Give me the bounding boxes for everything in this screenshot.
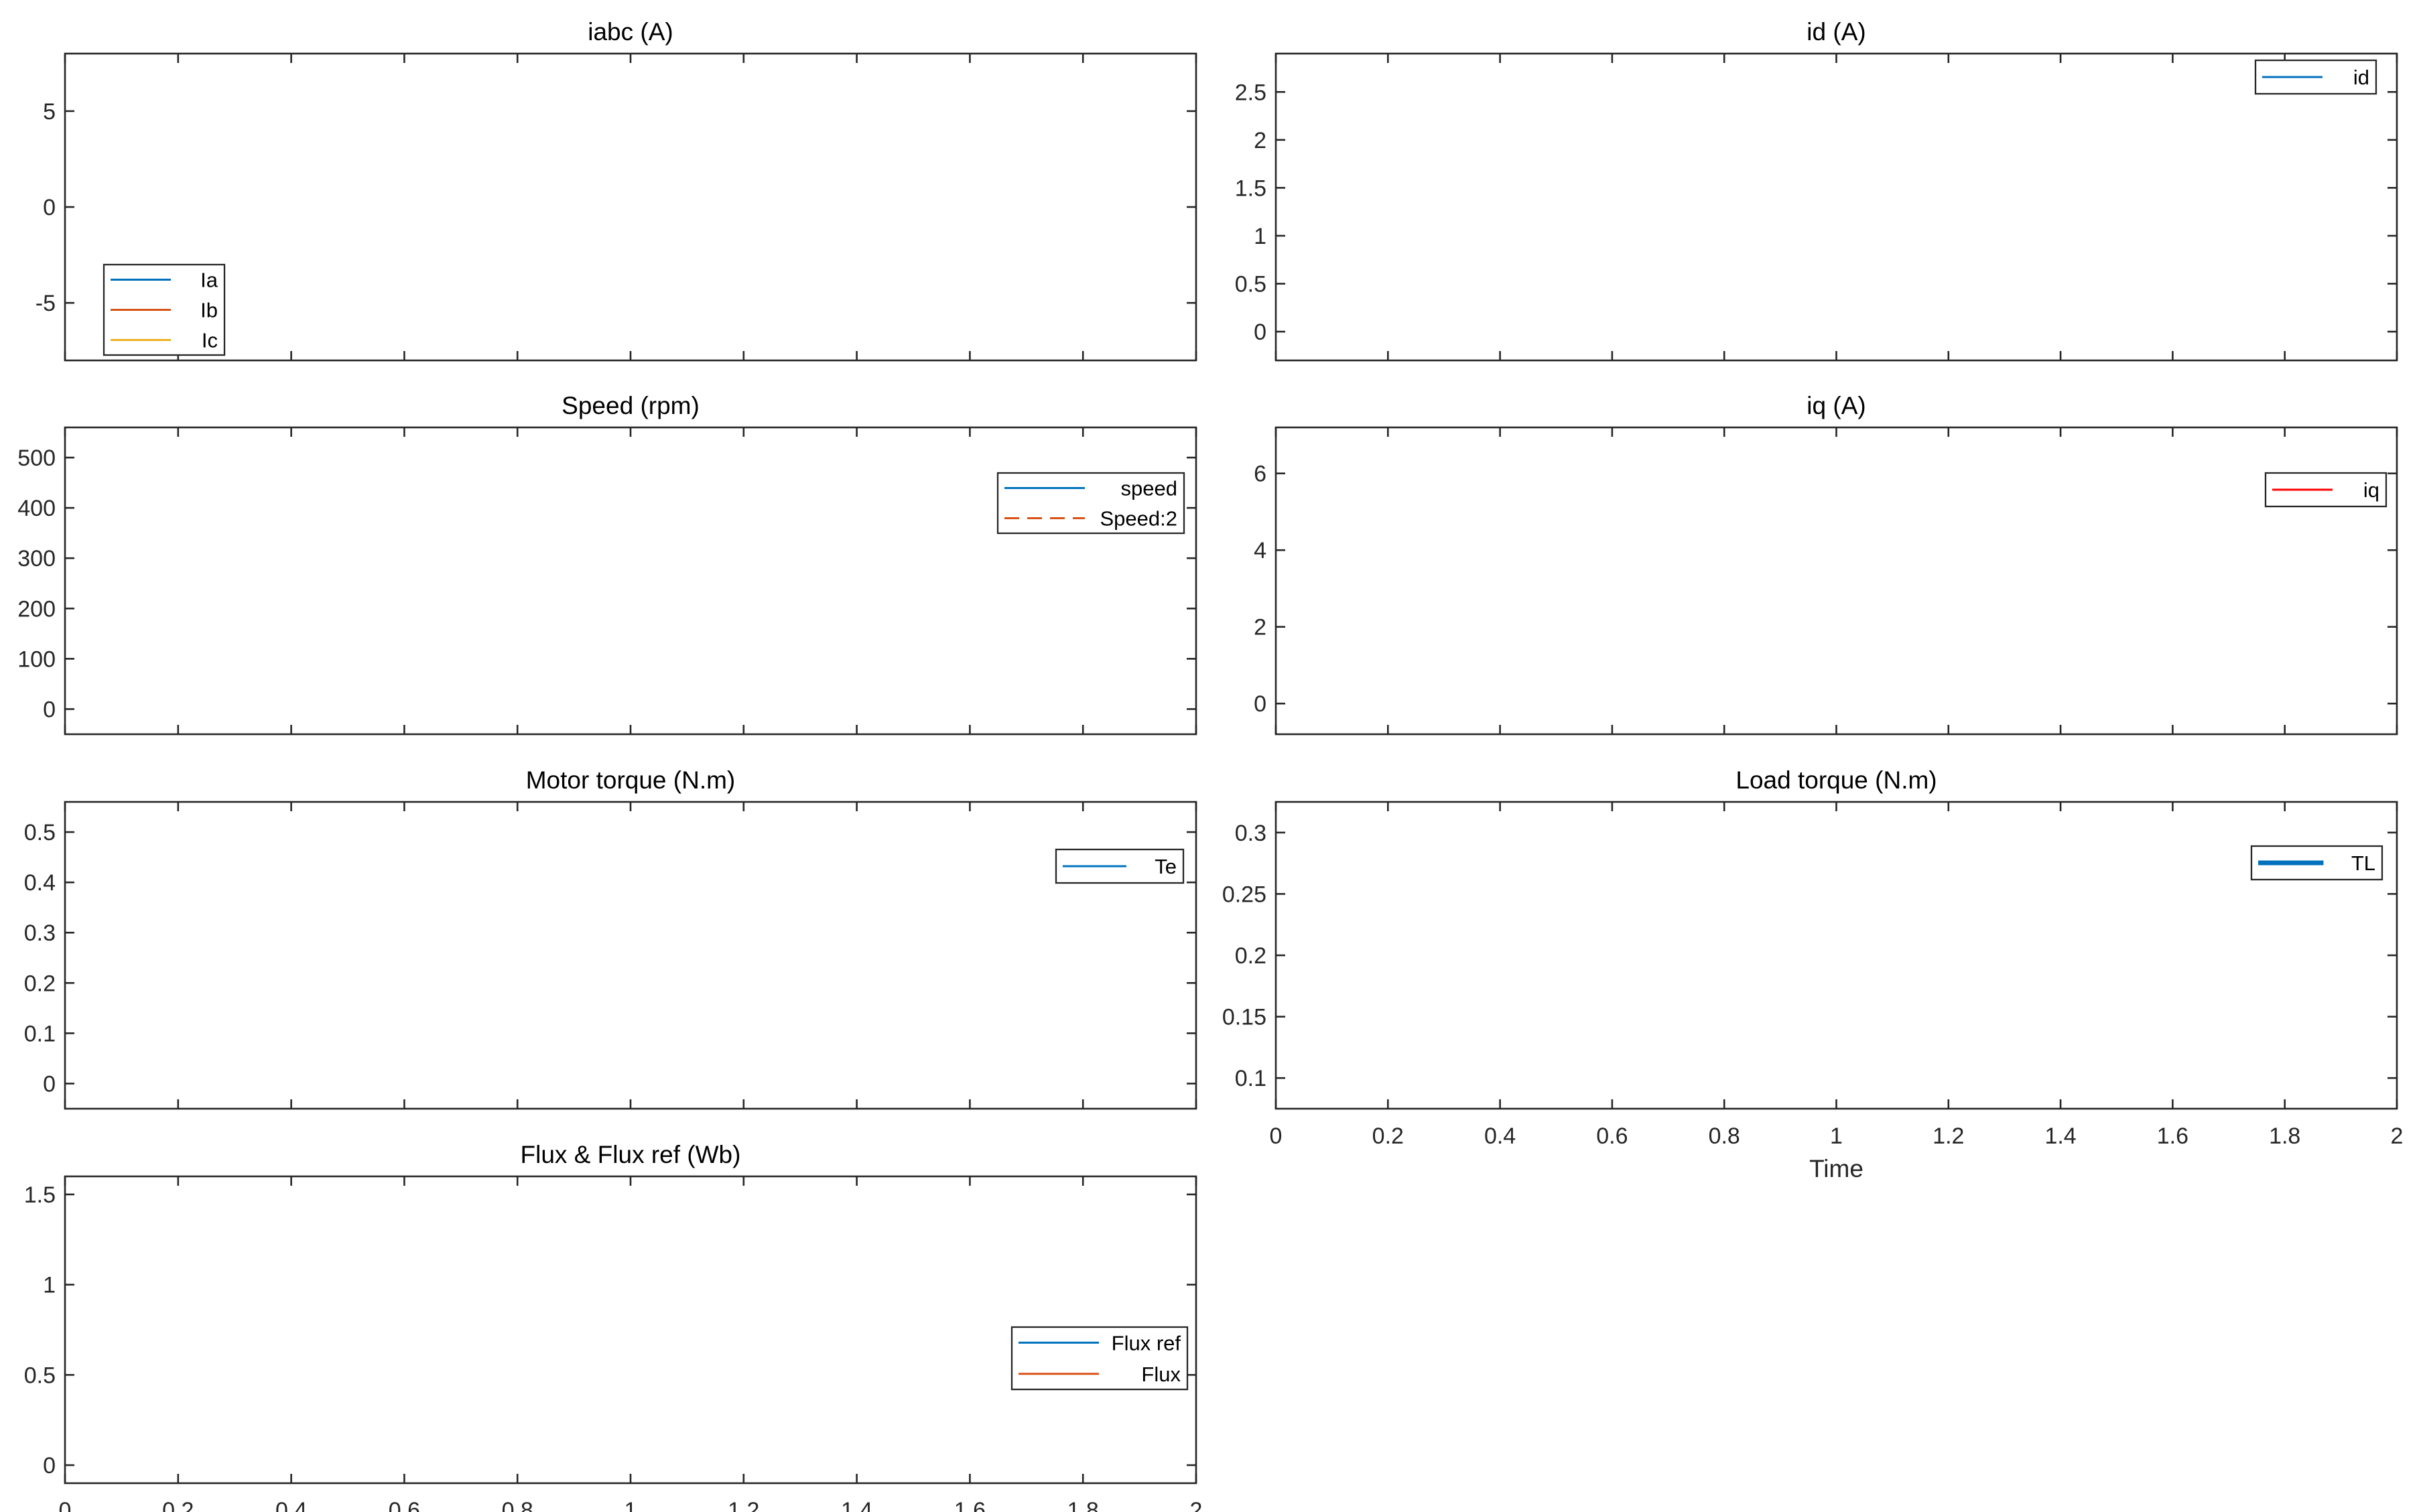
x-tick-label: 1.4	[841, 1498, 872, 1512]
legend-label: Flux ref	[1112, 1331, 1181, 1355]
y-tick-label: 5	[43, 99, 56, 125]
chart-title: id (A)	[1807, 18, 1865, 46]
x-tick-label: 1.4	[2044, 1123, 2076, 1149]
x-tick-label: 0.6	[1596, 1123, 1628, 1149]
axes-frame-load-torque	[1274, 801, 2398, 1110]
legend-label: iq	[2363, 478, 2379, 502]
y-tick-label: 0	[43, 1453, 56, 1479]
x-tick-label: 2	[1190, 1498, 1203, 1512]
y-tick-label: 0.1	[24, 1021, 56, 1046]
y-tick-label: 0	[43, 195, 56, 220]
chart-title: Flux & Flux ref (Wb)	[521, 1141, 741, 1168]
panel-load-torque: 0.1 0.15 0.2 0.25 0.3 0 0.2 0.4 0.6 0.8 1 1.2 1.4 1.6…	[1222, 766, 2404, 1182]
x-tick-label: 0	[1270, 1123, 1283, 1149]
y-tick-label: 0	[43, 697, 56, 722]
legend-box	[1010, 1326, 1189, 1391]
legend-box	[996, 472, 1185, 535]
legend-label: Ib	[200, 299, 218, 322]
axes-frame-iq	[1274, 426, 2398, 736]
x-tick-label: 1.8	[2269, 1123, 2300, 1149]
y-tick-label: 0.2	[1235, 943, 1266, 969]
axes-frame-flux	[64, 1175, 1197, 1485]
y-tick-label: 0.5	[24, 820, 56, 845]
x-tick-label: 0.2	[162, 1498, 194, 1512]
panel-id: 0 0.5 1 1.5 2 2.5 id (A) id	[1235, 18, 2398, 362]
chart-title: iabc (A)	[588, 18, 673, 46]
x-tick-label: 0.2	[1372, 1123, 1404, 1149]
y-tick-label: 6	[1254, 462, 1266, 487]
y-tick-label: 2	[1254, 128, 1266, 153]
y-tick-label: 0.2	[24, 971, 56, 996]
x-tick-label: 0.8	[502, 1498, 533, 1512]
legend-label: Ia	[200, 269, 218, 292]
x-tick-label: 0.6	[389, 1498, 420, 1512]
y-tick-label: 100	[17, 646, 56, 672]
x-tick-label: 1.6	[954, 1498, 986, 1512]
y-tick-label: 0	[1254, 320, 1266, 345]
y-tick-label: 2	[1254, 615, 1266, 640]
y-tick-label: 0.25	[1222, 882, 1266, 907]
panel-motor-torque: 0 0.1 0.2 0.3 0.4 0.5 Motor torque (N.m) Te	[24, 766, 1197, 1110]
legend-label: Ic	[202, 329, 218, 352]
legend-motor-torque: Te	[1055, 848, 1185, 884]
chart-title: iq (A)	[1807, 392, 1865, 419]
y-tick-label: 0.3	[24, 920, 56, 946]
x-tick-label: 1	[1830, 1123, 1843, 1149]
chart-title: Speed (rpm)	[562, 392, 700, 419]
y-tick-label: 0.3	[1235, 821, 1266, 846]
legend-label: speed	[1121, 477, 1177, 500]
x-tick-label: 1.2	[1933, 1123, 1964, 1149]
y-tick-label: 400	[17, 496, 56, 521]
legend-label: Flux	[1141, 1363, 1181, 1386]
x-tick-label: 1	[625, 1498, 637, 1512]
legend-label: id	[2353, 66, 2369, 89]
panel-flux: 0 0.5 1 1.5 0 0.2 0.4 0.6 0.8 1 1.2 1.4 1.6 1.8 2 Flux …	[24, 1141, 1203, 1512]
y-tick-label: 0	[1254, 691, 1266, 717]
x-tick-label: 1.8	[1067, 1498, 1099, 1512]
axes-frame-id	[1274, 52, 2398, 362]
legend-id: id	[2254, 59, 2377, 95]
legend-iabc: Ia Ib Ic	[103, 263, 226, 356]
x-tick-label: 0.8	[1709, 1123, 1740, 1149]
y-tick-label: 300	[17, 546, 56, 571]
y-tick-label: 200	[17, 596, 56, 622]
y-tick-label: 0.15	[1222, 1005, 1266, 1030]
legend-flux: Flux ref Flux	[1010, 1326, 1189, 1391]
y-tick-label: 500	[17, 445, 56, 471]
y-tick-label: 1.5	[1235, 176, 1266, 201]
legend-label: Speed:2	[1100, 507, 1178, 531]
axes-frame-motor-torque	[64, 801, 1197, 1110]
y-tick-label: 0.5	[24, 1363, 56, 1388]
legend-speed: speed Speed:2	[996, 472, 1185, 535]
y-tick-label: 0.5	[1235, 272, 1266, 297]
panel-iabc: -5 0 5 iabc (A) Ia Ib Ic	[36, 18, 1197, 362]
axes-frame-iabc	[64, 52, 1197, 362]
y-tick-label: 2.5	[1235, 80, 1266, 105]
x-tick-label: 1.6	[2157, 1123, 2188, 1149]
x-axis-label: Time	[1809, 1155, 1863, 1182]
x-tick-label: 0.4	[275, 1498, 307, 1512]
legend-label: Te	[1155, 855, 1177, 878]
x-tick-label: 0.4	[1484, 1123, 1516, 1149]
chart-title: Motor torque (N.m)	[526, 766, 736, 794]
x-tick-label: 2	[2391, 1123, 2404, 1149]
panel-speed: 0 100 200 300 400 500 Speed (rpm) speed Speed:2	[17, 392, 1197, 736]
y-tick-label: 1	[43, 1273, 56, 1298]
legend-iq: iq	[2264, 472, 2387, 508]
y-tick-label: -5	[36, 291, 56, 316]
y-tick-label: 1.5	[24, 1182, 56, 1208]
y-tick-label: 4	[1254, 538, 1266, 563]
chart-title: Load torque (N.m)	[1736, 766, 1937, 794]
y-tick-label: 0.4	[24, 870, 56, 896]
x-tick-label: 1.2	[728, 1498, 759, 1512]
legend-load-torque: TL	[2250, 845, 2383, 881]
legend-label: TL	[2351, 851, 2375, 875]
y-tick-label: 0.1	[1235, 1066, 1266, 1091]
panel-iq: 0 2 4 6 iq (A) iq	[1254, 392, 2398, 736]
y-tick-label: 0	[43, 1071, 56, 1097]
y-tick-label: 1	[1254, 224, 1266, 249]
x-tick-label: 0	[59, 1498, 72, 1512]
